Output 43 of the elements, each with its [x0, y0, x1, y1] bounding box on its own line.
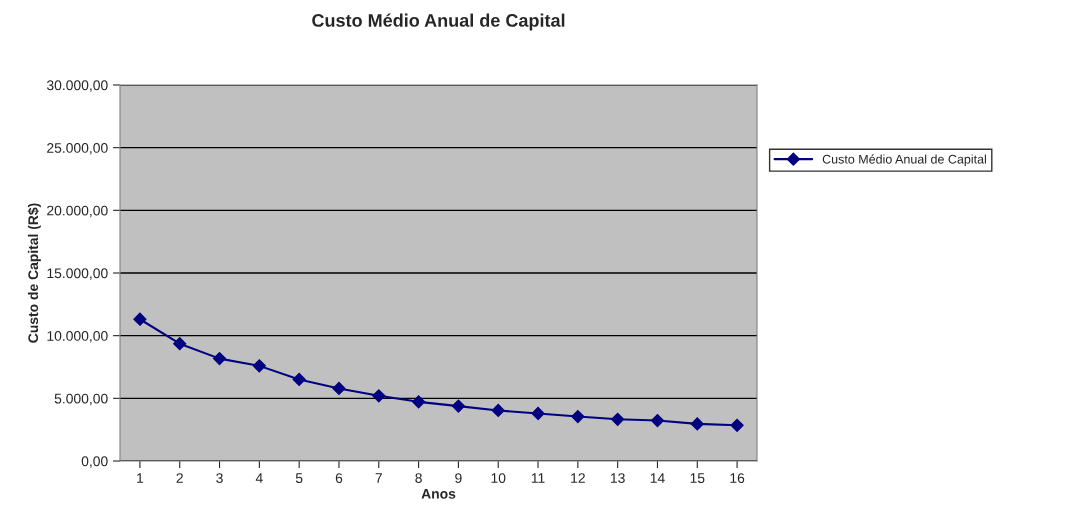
- y-tick-label: 30.000,00: [46, 80, 108, 92]
- x-tick-label: 15: [690, 473, 705, 484]
- y-tick-label: 25.000,00: [47, 143, 108, 155]
- point: [451, 399, 465, 413]
- x-tick-label: 13: [610, 473, 625, 484]
- x-tick-label: 2: [176, 473, 183, 483]
- point: [571, 409, 585, 424]
- point: [133, 312, 147, 326]
- x-tick-label: 4: [255, 473, 263, 483]
- x-tick-label: 16: [730, 473, 745, 484]
- y-tick-label: 10.000,00: [47, 331, 108, 343]
- point: [730, 418, 744, 432]
- x-tick-label: 14: [650, 473, 665, 483]
- x-tick-label: 1: [137, 473, 144, 483]
- x-tick-label: 11: [531, 473, 545, 483]
- x-axis-title: Anos: [421, 489, 456, 499]
- x-tick-label: 8: [415, 473, 422, 484]
- x-tick-label: 7: [375, 473, 382, 483]
- point: [292, 372, 306, 386]
- chart-title: Custo Médio Anual de Capital: [312, 13, 565, 31]
- y-axis-title: Custo de Capital (R$): [27, 203, 41, 343]
- legend-label: Custo Médio Anual de Capital: [822, 154, 986, 167]
- y-tick-label: 15.000,00: [47, 268, 108, 280]
- point: [531, 406, 545, 421]
- point: [173, 337, 187, 351]
- point: [611, 412, 625, 426]
- x-tick-label: 5: [295, 473, 303, 484]
- point: [252, 359, 266, 373]
- point: [690, 417, 704, 431]
- point: [212, 352, 227, 366]
- x-tick-label: 6: [335, 473, 343, 484]
- x-tick-label: 12: [571, 473, 585, 483]
- y-tick-label: 20.000,00: [47, 205, 108, 218]
- y-tick-label: 0,00: [81, 456, 108, 468]
- x-tick-label: 9: [455, 473, 462, 484]
- x-tick-label: 3: [216, 473, 223, 484]
- x-tick-label: 10: [491, 473, 506, 484]
- point: [650, 413, 665, 428]
- point: [372, 389, 386, 403]
- point: [412, 395, 426, 409]
- point: [491, 403, 505, 418]
- y-tick-label: 5.000,00: [54, 393, 108, 406]
- point: [332, 381, 346, 396]
